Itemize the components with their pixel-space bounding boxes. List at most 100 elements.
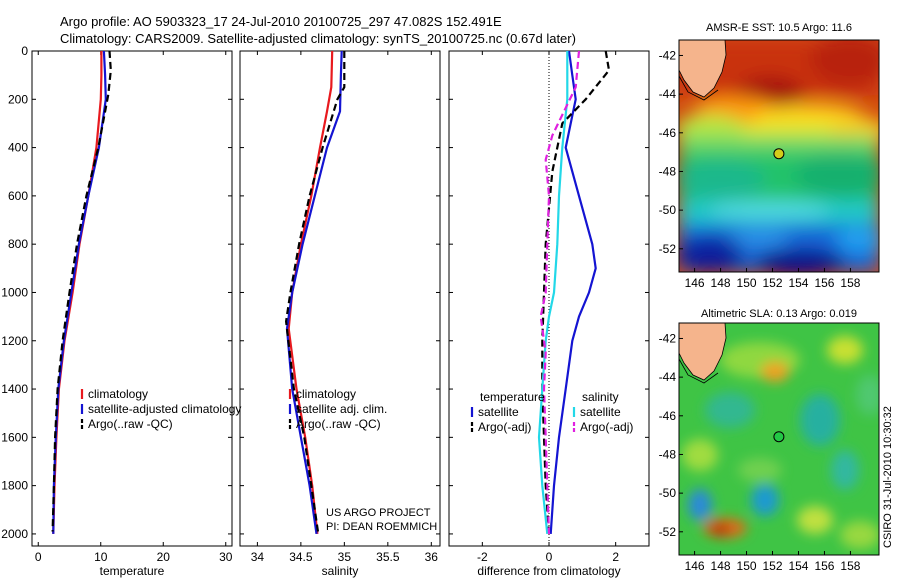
y-tick-label: -50 xyxy=(659,486,677,500)
legend-label: climatology xyxy=(88,387,148,401)
series-line-temperature-argo-adj- xyxy=(541,51,611,534)
x-tick-label: 0 xyxy=(35,550,42,564)
series-line-satellite-adj-clim- xyxy=(285,51,343,535)
y-tick-label: 1200 xyxy=(1,334,28,348)
x-tick-label: 146 xyxy=(685,276,705,290)
sst-map: 146 148 150 152 154 156 158 -42 -44 -46 -48 -50 -52 xyxy=(659,39,880,290)
x-tick-label: 10 xyxy=(94,550,108,564)
y-tick-label: -42 xyxy=(659,331,677,345)
temperature-series-group xyxy=(51,51,112,534)
legend-label: Argo(..raw -QC) xyxy=(296,417,381,431)
series-line-climatology xyxy=(287,51,334,535)
y-tick-label: 0 xyxy=(21,44,28,58)
sst-map-axes: 146 148 150 152 154 156 158 -42 -44 -46 -48 -50 -52 xyxy=(659,48,861,290)
sla-map: 146 148 150 152 154 156 158 -42 -44 -46 -48 -50 -52 xyxy=(659,322,880,573)
y-tick-label: -48 xyxy=(659,164,677,178)
x-tick-label: 0 xyxy=(546,550,553,564)
series-line-argo-raw-qc- xyxy=(285,51,346,535)
series-line-salinity-argo-adj- xyxy=(539,51,581,534)
legend-label: Argo(..raw -QC) xyxy=(88,417,173,431)
sst-heatmap-field xyxy=(679,40,879,272)
temperature-xlabel: temperature xyxy=(100,564,165,578)
sla-map-title: Altimetric SLA: 0.13 Argo: 0.019 xyxy=(701,308,857,320)
difference-series-group xyxy=(537,51,611,535)
x-tick-label: 30 xyxy=(219,550,233,564)
y-tick-label: -52 xyxy=(659,525,677,539)
sla-map-axes: 146 148 150 152 154 156 158 -42 -44 -46 -48 -50 -52 xyxy=(659,331,861,573)
salinity-xlabel: salinity xyxy=(322,564,359,578)
y-tick-label: 200 xyxy=(8,92,28,106)
argo-float-marker xyxy=(773,148,785,160)
salinity-profile-panel: 34 34.5 35 35.5 36 salinity climatologysatelli… xyxy=(239,50,441,578)
y-tick-label: 1800 xyxy=(1,479,28,493)
figure-title-line2: Climatology: CARS2009. Satellite-adjuste… xyxy=(60,31,576,46)
legend-label: satellite-adjusted climatology xyxy=(88,402,241,416)
series-line-temperature-satellite xyxy=(549,51,597,534)
temperature-profile-panel: 0 10 20 30 0 200 400 600 800 1000 1200 1400 1600 1800… xyxy=(1,44,241,578)
x-tick-label: 34 xyxy=(251,550,265,564)
y-tick-label: -46 xyxy=(659,126,677,140)
legend-heading-temperature: temperature xyxy=(480,390,545,404)
credit-pi: PI: DEAN ROEMMICH xyxy=(326,521,437,533)
temperature-axes-frame xyxy=(31,50,233,547)
x-tick-label: 156 xyxy=(814,276,834,290)
salinity-axes-frame xyxy=(239,50,441,547)
x-tick-label: 158 xyxy=(840,559,860,573)
y-tick-label: -48 xyxy=(659,447,677,461)
x-tick-label: 152 xyxy=(762,276,782,290)
x-tick-label: 2 xyxy=(612,550,619,564)
figure-title-line1: Argo profile: AO 5903323_17 24-Jul-2010 … xyxy=(60,14,502,29)
x-tick-label: 148 xyxy=(711,276,731,290)
x-tick-label: 36 xyxy=(425,550,439,564)
x-tick-label: 154 xyxy=(788,559,808,573)
credit-project: US ARGO PROJECT xyxy=(326,507,431,519)
sst-map-frame xyxy=(678,39,880,273)
sla-heatmap-field xyxy=(679,323,879,555)
x-tick-label: 146 xyxy=(685,559,705,573)
x-tick-label: 148 xyxy=(711,559,731,573)
series-line-salinity-satellite xyxy=(537,51,569,535)
timestamp-stamp: CSIRO 31-Jul-2010 10:30:32 xyxy=(882,406,894,548)
y-tick-label: 800 xyxy=(8,237,28,251)
tasmania-land xyxy=(679,323,727,381)
legend-label: Argo(-adj) xyxy=(478,420,531,434)
sst-map-title: AMSR-E SST: 10.5 Argo: 11.6 xyxy=(706,22,852,34)
tasmania-land xyxy=(679,40,727,98)
x-tick-label: 35 xyxy=(338,550,352,564)
y-tick-label: -46 xyxy=(659,409,677,423)
y-tick-label: -44 xyxy=(659,87,677,101)
x-tick-label: 35.5 xyxy=(376,550,400,564)
difference-legend: temperature salinitysatelliteArgo(-adj)sa… xyxy=(470,390,633,434)
y-tick-label: -50 xyxy=(659,203,677,217)
x-tick-label: 156 xyxy=(814,559,834,573)
legend-label: Argo(-adj) xyxy=(580,420,633,434)
legend-heading-salinity: salinity xyxy=(582,390,619,404)
y-tick-label: -42 xyxy=(659,48,677,62)
y-tick-label: -52 xyxy=(659,242,677,256)
y-tick-label: 1000 xyxy=(1,285,28,299)
series-line-climatology xyxy=(52,51,103,534)
x-tick-label: 158 xyxy=(840,276,860,290)
series-line-argo-raw-qc- xyxy=(51,51,112,532)
legend-label: climatology xyxy=(296,387,356,401)
difference-xlabel: difference from climatology xyxy=(477,564,620,578)
y-tick-label: 400 xyxy=(8,141,28,155)
x-tick-label: 154 xyxy=(788,276,808,290)
y-tick-label: -44 xyxy=(659,370,677,384)
x-tick-label: 152 xyxy=(762,559,782,573)
x-tick-label: 150 xyxy=(737,559,757,573)
legend-label: satellite xyxy=(478,405,519,419)
legend-label: satellite xyxy=(580,405,621,419)
salinity-series-group xyxy=(285,51,346,535)
legend-label: satellite adj. clim. xyxy=(296,402,387,416)
argo-float-marker xyxy=(773,431,785,443)
x-tick-label: -2 xyxy=(477,550,488,564)
x-tick-label: 150 xyxy=(737,276,757,290)
y-tick-label: 1400 xyxy=(1,382,28,396)
sla-map-frame xyxy=(678,322,880,556)
x-tick-label: 34.5 xyxy=(289,550,313,564)
